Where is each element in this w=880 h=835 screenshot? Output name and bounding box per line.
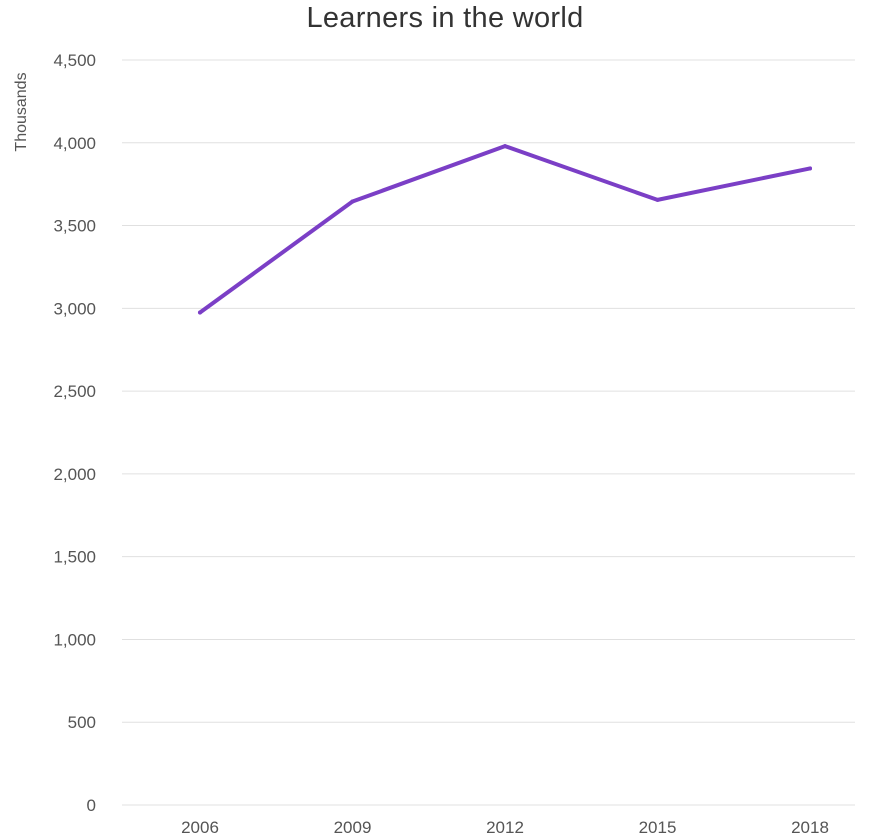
data-point bbox=[350, 199, 355, 204]
y-axis-ticks: 0 500 1,000 1,500 2,000 2,500 3,000 3,500 4,000 4… bbox=[53, 51, 96, 815]
series-layer bbox=[198, 144, 812, 315]
x-tick-label: 2012 bbox=[486, 818, 524, 835]
y-axis-title: Thousands bbox=[13, 72, 30, 151]
y-tick-label: 4,000 bbox=[53, 134, 96, 153]
y-tick-label: 0 bbox=[87, 796, 96, 815]
y-tick-label: 2,500 bbox=[53, 382, 96, 401]
gridlines bbox=[122, 59, 855, 806]
chart-title: Learners in the world bbox=[306, 2, 584, 34]
y-tick-label: 3,500 bbox=[53, 217, 96, 236]
data-point bbox=[198, 310, 202, 315]
x-tick-label: 2009 bbox=[334, 818, 372, 835]
data-point bbox=[808, 166, 812, 171]
x-tick-label: 2006 bbox=[181, 818, 219, 835]
data-point bbox=[655, 197, 660, 202]
y-tick-label: 500 bbox=[68, 713, 96, 732]
x-axis-ticks: 2006 2009 2012 2015 2018 bbox=[181, 818, 829, 835]
y-tick-label: 4,500 bbox=[53, 51, 96, 70]
y-tick-label: 2,000 bbox=[53, 465, 96, 484]
y-tick-label: 3,000 bbox=[53, 299, 96, 318]
data-point bbox=[503, 144, 507, 149]
x-tick-label: 2018 bbox=[791, 818, 829, 835]
y-tick-label: 1,000 bbox=[53, 630, 96, 649]
x-tick-label: 2015 bbox=[639, 818, 677, 835]
y-tick-label: 1,500 bbox=[53, 548, 96, 567]
series-line bbox=[198, 144, 812, 315]
